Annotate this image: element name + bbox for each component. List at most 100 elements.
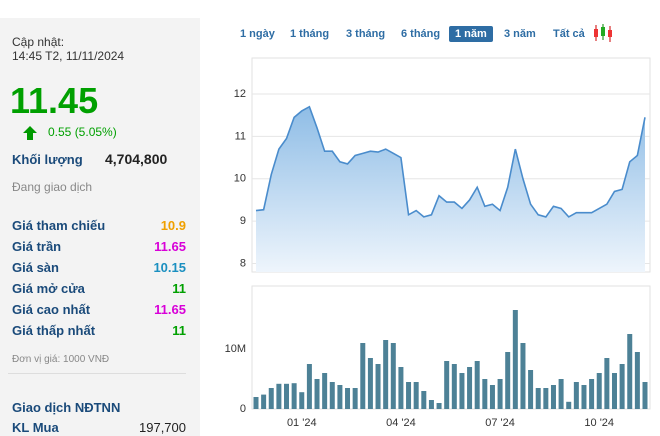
range-button[interactable]: 1 tháng (290, 28, 330, 40)
y-tick-label: 8 (240, 257, 246, 269)
row-value: 11 (172, 281, 186, 296)
volume-bar (573, 382, 579, 409)
row-value: 10.9 (160, 218, 186, 233)
volume-bar (345, 388, 351, 409)
volume-bar (596, 373, 602, 409)
volume-bar (535, 388, 541, 409)
volume-bar (436, 403, 442, 409)
volume-bar (451, 364, 457, 409)
up-arrow (23, 126, 37, 140)
volume-bar (413, 382, 419, 409)
volume-bar (528, 370, 534, 409)
range-button[interactable]: Tất cả (553, 28, 585, 40)
volume-bar (306, 364, 312, 409)
buy-label: KL Mua (12, 420, 59, 435)
volume-bar (482, 379, 488, 409)
volume-bar (268, 388, 274, 409)
volume-bar (322, 373, 328, 409)
volume-bar (566, 401, 572, 409)
range-button[interactable]: 3 tháng (346, 28, 386, 40)
x-tick-label: 07 '24 (485, 417, 515, 429)
foreign-title: Giao dịch NĐTNN (12, 400, 121, 415)
status: Đang giao dịch (12, 180, 93, 194)
y-tick-label: 0 (240, 403, 246, 415)
row-label: Giá trần (12, 239, 62, 254)
row-value: 11 (172, 323, 186, 338)
volume-bar (543, 388, 549, 409)
row-label: Giá sàn (12, 260, 59, 275)
volume: 4,704,800 (105, 151, 168, 167)
info-panel: Cập nhật: 14:45 T2, 11/11/2024 11.45 0.5… (0, 18, 200, 436)
y-tick-label: 10 (234, 173, 246, 185)
row-value: 10.15 (153, 260, 186, 275)
volume-bar (276, 383, 282, 409)
volume-bar (314, 379, 320, 409)
range-button[interactable]: 1 năm (449, 26, 493, 42)
volume-bar (337, 385, 343, 409)
volume-bar (558, 379, 564, 409)
row-label: Giá cao nhất (12, 302, 91, 317)
volume-bar (459, 373, 465, 409)
range-button[interactable]: 3 năm (504, 28, 536, 40)
volume-bar (497, 379, 503, 409)
volume-bar (428, 400, 434, 409)
volume-bar (444, 361, 450, 409)
row-label: Giá mở cửa (12, 281, 85, 296)
updated-time: 14:45 T2, 11/11/2024 (12, 49, 125, 63)
price-line (255, 105, 646, 218)
volume-bar (467, 367, 473, 409)
volume-bar (367, 358, 373, 409)
volume-bar (352, 388, 358, 409)
plot-frame (251, 285, 651, 410)
volume-bar (505, 352, 511, 409)
row-value: 11.65 (154, 239, 186, 254)
row-label: Giá thấp nhất (12, 323, 96, 338)
volume-bar (390, 343, 396, 409)
volume-bar (520, 343, 526, 409)
y-tick-label: 11 (235, 130, 246, 142)
volume-bar (421, 391, 427, 409)
volume-bar (383, 340, 389, 409)
x-tick-label: 10 '24 (584, 417, 614, 429)
divider (8, 373, 186, 374)
volume-bar (589, 379, 595, 409)
volume-bar (284, 383, 290, 409)
volume-bar (253, 397, 259, 409)
volume-bar (360, 343, 366, 409)
volume-bar (627, 334, 633, 409)
volume-bar (642, 382, 648, 409)
area-fill (256, 106, 645, 273)
updated-label: Cập nhật: (12, 35, 65, 49)
volume-bar (329, 382, 335, 409)
range-button[interactable]: 1 ngày (240, 28, 275, 40)
volume-bar (406, 382, 412, 409)
x-tick-label: 01 '24 (287, 417, 317, 429)
volume-bar (375, 364, 381, 409)
candle-icon[interactable] (592, 22, 614, 44)
y-tick-label: 9 (240, 215, 246, 227)
y-tick-label: 10M (225, 343, 246, 355)
volume-bar (261, 394, 267, 409)
volume-bar (299, 392, 305, 409)
volume-bar (604, 358, 610, 409)
range-button[interactable]: 6 tháng (401, 28, 441, 40)
volume-bar (581, 385, 587, 409)
unit-note: Đơn vị giá: 1000 VNĐ (12, 354, 110, 365)
volume-bar (611, 373, 617, 409)
volume-bar (291, 383, 297, 409)
x-tick-label: 04 '24 (386, 417, 416, 429)
volume-bar (512, 310, 518, 409)
volume-bar (489, 385, 495, 409)
volume-bar (398, 367, 404, 409)
change: 0.55 (5.05%) (48, 125, 117, 139)
volume-bar (619, 364, 625, 409)
volume-label: Khối lượng (12, 152, 83, 167)
price: 11.45 (10, 80, 99, 121)
row-value: 11.65 (154, 302, 186, 317)
volume-bar (550, 385, 556, 409)
volume-bar (634, 352, 640, 409)
y-tick-label: 12 (234, 88, 246, 100)
volume-bar (474, 361, 480, 409)
